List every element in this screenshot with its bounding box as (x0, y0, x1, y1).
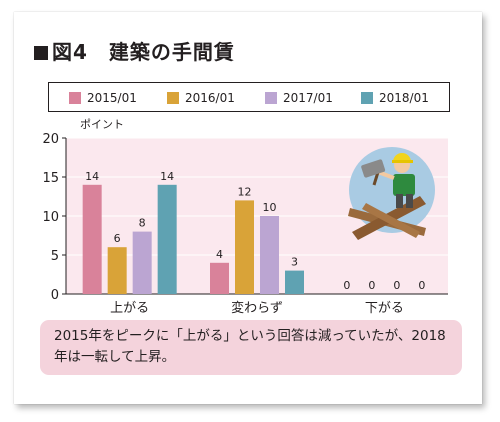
data-label: 0 (343, 279, 350, 292)
bar (82, 184, 102, 294)
chart-legend: 2015/01 2016/01 2017/01 2018/01 (48, 82, 450, 112)
data-label: 4 (216, 248, 223, 261)
data-label: 12 (238, 185, 252, 198)
y-tick-label: 15 (42, 171, 59, 186)
y-tick-label: 0 (51, 288, 59, 303)
data-label: 6 (114, 232, 121, 245)
bar (285, 270, 304, 294)
category-label: 変わらず (231, 300, 283, 316)
legend-item-2016: 2016/01 (167, 91, 235, 105)
worker-with-hammer-icon (348, 147, 435, 240)
commentary-box: 2015年をピークに「上がる」という回答は減っていたが、2018年は一転して上昇… (40, 320, 462, 375)
bar (235, 200, 254, 294)
data-label: 14 (160, 170, 174, 183)
category-label: 上がる (110, 301, 149, 316)
legend-item-2017: 2017/01 (265, 91, 333, 105)
title-square-icon (34, 46, 48, 60)
y-tick-label: 10 (42, 210, 59, 225)
data-label: 0 (368, 279, 375, 292)
data-label: 0 (418, 279, 425, 292)
data-label: 10 (263, 201, 277, 214)
y-axis-unit-label: ポイント (80, 118, 124, 131)
y-tick-label: 20 (42, 132, 59, 147)
bar (107, 247, 127, 294)
category-labels: 上がる 変わらず 下がる (110, 300, 404, 316)
bar (132, 231, 152, 294)
legend-label: 2018/01 (379, 91, 429, 105)
legend-swatch (265, 92, 277, 104)
category-label: 下がる (365, 301, 404, 316)
bar (157, 184, 177, 294)
bars (82, 184, 304, 294)
bar (210, 262, 229, 294)
legend-label: 2015/01 (87, 91, 137, 105)
figure-title: 図4 建築の手間賃 (34, 36, 235, 65)
data-labels: 14 6 8 14 4 12 10 3 0 0 0 0 (85, 170, 425, 292)
legend-swatch (167, 92, 179, 104)
figure-title-text: 図4 建築の手間賃 (52, 40, 235, 64)
data-label: 0 (393, 279, 400, 292)
data-label: 8 (139, 217, 146, 230)
legend-swatch (361, 92, 373, 104)
y-tick-labels: 0 5 10 15 20 (42, 132, 66, 303)
data-label: 14 (85, 170, 99, 183)
legend-swatch (69, 92, 81, 104)
y-tick-label: 5 (51, 249, 59, 264)
legend-label: 2017/01 (283, 91, 333, 105)
bar (260, 216, 279, 294)
commentary-text: 2015年をピークに「上がる」という回答は減っていたが、2018年は一転して上昇… (54, 328, 446, 365)
legend-label: 2016/01 (185, 91, 235, 105)
legend-item-2018: 2018/01 (361, 91, 429, 105)
data-label: 3 (291, 256, 298, 269)
legend-item-2015: 2015/01 (69, 91, 137, 105)
